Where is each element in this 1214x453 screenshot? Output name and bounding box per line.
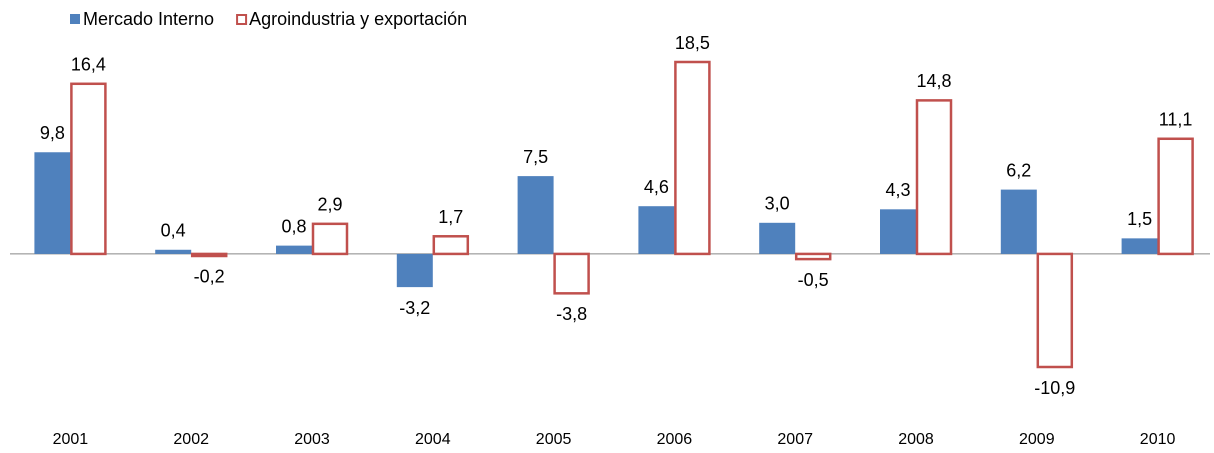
bar (34, 152, 71, 254)
value-label: 14,8 (916, 71, 951, 91)
x-tick-label: 2006 (657, 431, 693, 448)
x-tick-label: 2008 (898, 431, 934, 448)
value-label: 6,2 (1006, 160, 1031, 180)
bar (1000, 189, 1037, 254)
value-label: 16,4 (71, 55, 106, 75)
bar (1121, 238, 1158, 254)
bar (915, 99, 953, 256)
value-label: 2,9 (317, 195, 342, 215)
value-label: -10,9 (1034, 378, 1075, 398)
value-label: 4,6 (644, 177, 669, 197)
value-label: 3,0 (765, 194, 790, 214)
bar (638, 206, 675, 254)
x-tick-label: 2004 (415, 431, 451, 448)
value-label: 0,4 (161, 221, 186, 241)
value-label: -0,2 (194, 267, 225, 287)
value-label: 1,5 (1127, 209, 1152, 229)
x-tick-label: 2005 (536, 431, 572, 448)
bar (396, 253, 433, 288)
bar (880, 209, 916, 254)
bar (794, 252, 832, 261)
bar (190, 252, 228, 258)
bar (674, 60, 711, 256)
legend-swatch (236, 14, 248, 25)
value-label: 7,5 (523, 147, 548, 167)
value-label: 0,8 (281, 216, 306, 236)
bar (517, 176, 554, 254)
bar (155, 249, 192, 254)
legend-label: Agroindustria y exportación (249, 9, 467, 29)
x-tick-label: 2002 (173, 431, 209, 448)
bar (70, 82, 107, 256)
value-label: 11,1 (1159, 110, 1193, 130)
value-label: 9,8 (40, 123, 65, 143)
bar (759, 222, 796, 254)
bar (432, 235, 470, 256)
bar (1157, 137, 1194, 256)
value-label: 1,7 (438, 207, 463, 227)
bar (311, 222, 349, 256)
x-tick-label: 2010 (1140, 431, 1176, 448)
value-label: -0,5 (798, 270, 829, 290)
value-label: 4,3 (885, 180, 910, 200)
value-label: 18,5 (675, 33, 710, 53)
legend-label: Mercado Interno (83, 9, 214, 29)
x-tick-label: 2003 (294, 431, 330, 448)
legend-swatch (70, 14, 80, 24)
x-tick-label: 2009 (1019, 431, 1055, 448)
value-label: -3,2 (399, 298, 430, 318)
bar (553, 252, 590, 295)
bar (1036, 252, 1074, 369)
bar (276, 245, 312, 254)
x-tick-label: 2001 (53, 431, 89, 448)
value-label: -3,8 (556, 304, 587, 324)
x-tick-label: 2007 (777, 431, 813, 448)
